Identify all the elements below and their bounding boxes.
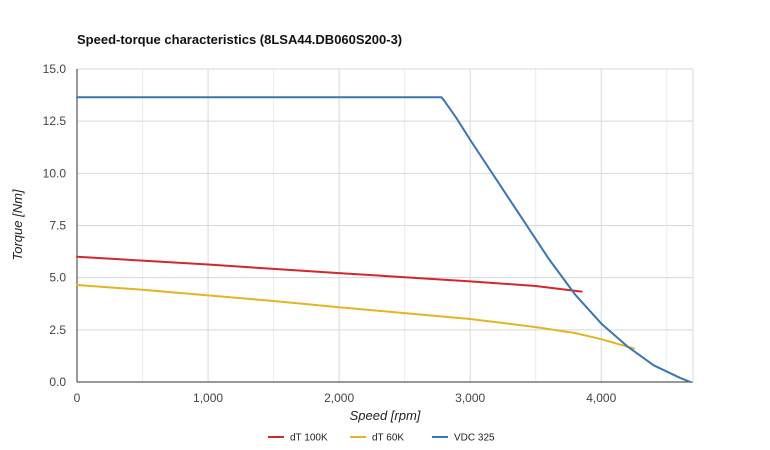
legend: dT 100K dT 60K VDC 325 [268, 433, 495, 444]
y-tick-label: 10.0 [43, 166, 67, 180]
legend-label: dT 100K [290, 433, 328, 444]
series-lines [76, 96, 692, 383]
x-axis-label: Speed [rpm] [350, 408, 421, 423]
series-line [76, 96, 692, 383]
y-axis-label: Torque [Nm] [10, 189, 25, 260]
x-tick-label: 0 [74, 391, 81, 405]
legend-label: dT 60K [372, 433, 404, 444]
legend-label: VDC 325 [454, 433, 495, 444]
y-tick-label: 12.5 [43, 114, 67, 128]
x-tick-label: 4,000 [586, 391, 616, 405]
x-tick-label: 2,000 [324, 391, 354, 405]
y-axis-ticks: 0.0 2.5 5.0 7.5 10.0 12.5 15.0 [43, 62, 67, 389]
x-axis-ticks: 0 1,000 2,000 3,000 4,000 [74, 391, 617, 405]
y-tick-label: 15.0 [43, 62, 67, 76]
y-tick-label: 2.5 [49, 323, 66, 337]
plot-border [76, 69, 694, 383]
series-line [76, 255, 583, 293]
grid-lines [77, 68, 693, 383]
x-tick-label: 3,000 [455, 391, 485, 405]
y-tick-label: 5.0 [49, 271, 66, 285]
series-line [76, 284, 635, 350]
x-tick-label: 1,000 [193, 391, 223, 405]
chart-title: Speed-torque characteristics (8LSA44.DB0… [77, 32, 402, 47]
y-tick-label: 7.5 [49, 219, 66, 233]
y-tick-label: 0.0 [49, 375, 66, 389]
